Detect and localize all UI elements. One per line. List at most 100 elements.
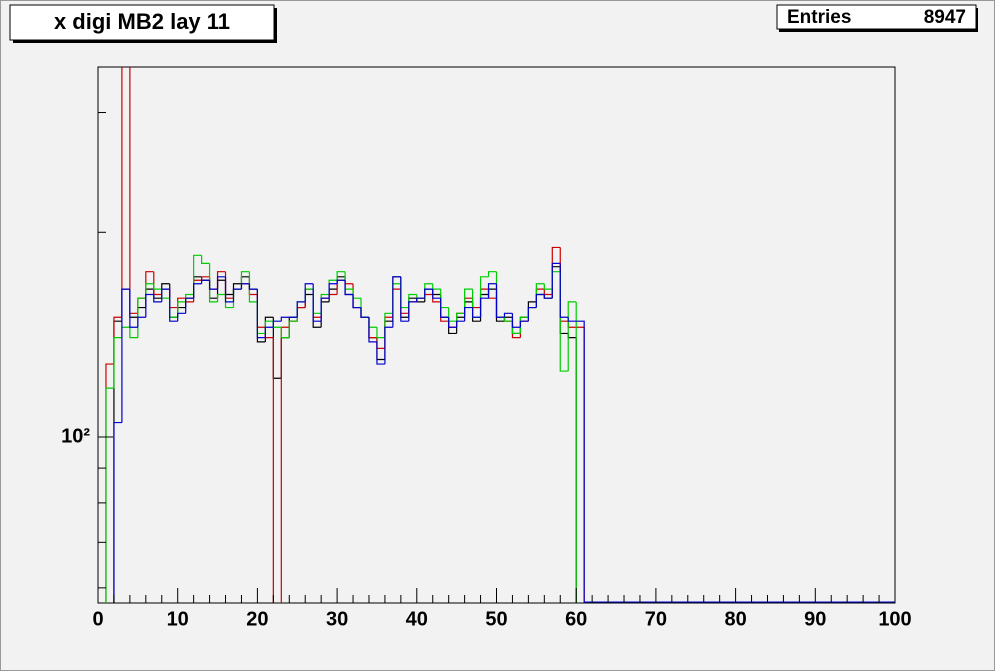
hist-bin xyxy=(495,283,505,318)
x-tick-label: 10 xyxy=(167,608,189,630)
x-tick-label: 0 xyxy=(92,608,103,630)
hist-bin xyxy=(408,301,417,322)
hist-bin xyxy=(400,276,409,322)
hist-bin xyxy=(336,271,346,281)
hist-bin xyxy=(216,293,226,302)
hist-bin xyxy=(129,327,138,339)
hist-bin xyxy=(368,317,377,343)
hist-bin xyxy=(304,283,314,302)
hist-bin xyxy=(193,254,202,295)
hist-bin xyxy=(471,307,481,318)
title-box xyxy=(9,4,275,41)
hist-bin xyxy=(511,313,521,328)
x-tick-label: 50 xyxy=(485,608,507,630)
hist-bin xyxy=(169,289,178,322)
hist-bin xyxy=(153,283,162,290)
hist-bin xyxy=(248,271,258,303)
hist-bin xyxy=(121,67,123,318)
hist-bin xyxy=(527,306,537,322)
x-tick-label: 80 xyxy=(724,608,746,630)
chart-title: x digi MB2 lay 11 xyxy=(54,9,230,34)
hist-bin xyxy=(113,337,122,389)
hist-bin xyxy=(145,283,154,299)
hist-bin xyxy=(248,283,258,290)
histograms xyxy=(105,67,895,603)
hist-bin xyxy=(264,326,274,338)
hist-bin xyxy=(448,317,457,328)
x-tick-label: 60 xyxy=(565,608,587,630)
hist-bin xyxy=(576,320,585,603)
hist-bin xyxy=(432,289,441,299)
hist-bin xyxy=(129,289,138,328)
hist-bin xyxy=(280,327,290,339)
hist-bin xyxy=(479,297,489,318)
hist-bin xyxy=(336,279,346,284)
stats-value: 8947 xyxy=(924,7,966,28)
hist-bin xyxy=(424,288,433,299)
hist-bin xyxy=(487,271,497,277)
hist-bin xyxy=(312,283,322,322)
hist-bin xyxy=(575,301,577,603)
x-tick-label: 40 xyxy=(406,608,428,630)
hist-bin xyxy=(288,320,298,338)
y-tick-label: 10² xyxy=(61,425,90,447)
hist-bin xyxy=(201,255,210,264)
hist-bin xyxy=(503,317,513,322)
hist-bin xyxy=(543,294,553,299)
hist-bin xyxy=(384,326,393,365)
stats-label: Entries xyxy=(787,7,851,28)
hist-bin xyxy=(543,283,553,290)
hist-bin xyxy=(161,288,170,302)
hist-bin xyxy=(535,293,545,308)
hist-bin xyxy=(503,312,513,318)
hist-bin xyxy=(567,317,577,322)
hist-bin xyxy=(105,387,114,603)
hist-bin xyxy=(216,276,226,290)
plot-frame xyxy=(97,66,896,604)
hist-bin xyxy=(464,288,473,314)
hist-bin xyxy=(232,288,242,302)
hist-bin xyxy=(145,293,154,318)
hist-bin xyxy=(272,320,282,328)
x-tick-label: 70 xyxy=(645,608,667,630)
hist-bin xyxy=(464,306,473,322)
hist-bin xyxy=(272,337,274,603)
hist-bin xyxy=(177,301,186,318)
hist-bin xyxy=(320,297,330,322)
hist-bin xyxy=(344,280,354,296)
hist-bin xyxy=(113,421,122,603)
hist-bin xyxy=(208,280,218,290)
hist-bin xyxy=(567,301,577,372)
hist-bin xyxy=(280,316,290,322)
hist-bin xyxy=(559,263,569,318)
hist-bin xyxy=(137,316,146,328)
x-tick-label: 90 xyxy=(804,608,826,630)
hist-bin xyxy=(551,262,561,299)
hist-bin xyxy=(201,276,210,281)
hist-bin xyxy=(487,283,497,299)
x-tick-label: 100 xyxy=(878,608,911,630)
hist-bin xyxy=(201,279,210,284)
hist-bin xyxy=(177,312,186,322)
hist-bin xyxy=(519,320,529,328)
hist-bin xyxy=(392,276,401,328)
hist-bin xyxy=(193,283,202,299)
hist-bin xyxy=(456,312,465,322)
hist-bin xyxy=(376,341,385,365)
hist-bin xyxy=(360,307,369,318)
hist-bin xyxy=(208,263,218,303)
hist-bin xyxy=(153,294,162,303)
hist-bin xyxy=(240,283,250,290)
hist-bin xyxy=(328,283,338,299)
hist-bin xyxy=(185,297,194,314)
x-tick-label: 30 xyxy=(326,608,348,630)
hist-bin xyxy=(224,276,234,303)
hist-bin xyxy=(296,301,306,318)
x-tick-label: 20 xyxy=(246,608,268,630)
hist-bin xyxy=(256,289,266,339)
hist-bin xyxy=(121,288,130,423)
hist-bin xyxy=(519,316,529,334)
hist-bin xyxy=(440,298,449,318)
